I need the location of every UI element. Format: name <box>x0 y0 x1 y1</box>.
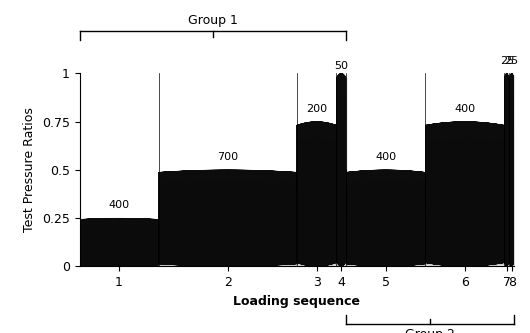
X-axis label: Loading sequence: Loading sequence <box>233 295 360 308</box>
Text: 700: 700 <box>217 152 238 162</box>
Text: 400: 400 <box>375 152 396 162</box>
Text: Group 2: Group 2 <box>405 328 455 333</box>
Text: Group 1: Group 1 <box>188 14 238 27</box>
Text: 400: 400 <box>109 200 129 210</box>
Text: 50: 50 <box>334 61 348 71</box>
Y-axis label: Test Pressure Ratios: Test Pressure Ratios <box>23 107 36 232</box>
Text: 25: 25 <box>500 56 514 66</box>
Text: 400: 400 <box>454 104 475 114</box>
Text: 25: 25 <box>505 56 519 66</box>
Text: 200: 200 <box>306 104 327 114</box>
